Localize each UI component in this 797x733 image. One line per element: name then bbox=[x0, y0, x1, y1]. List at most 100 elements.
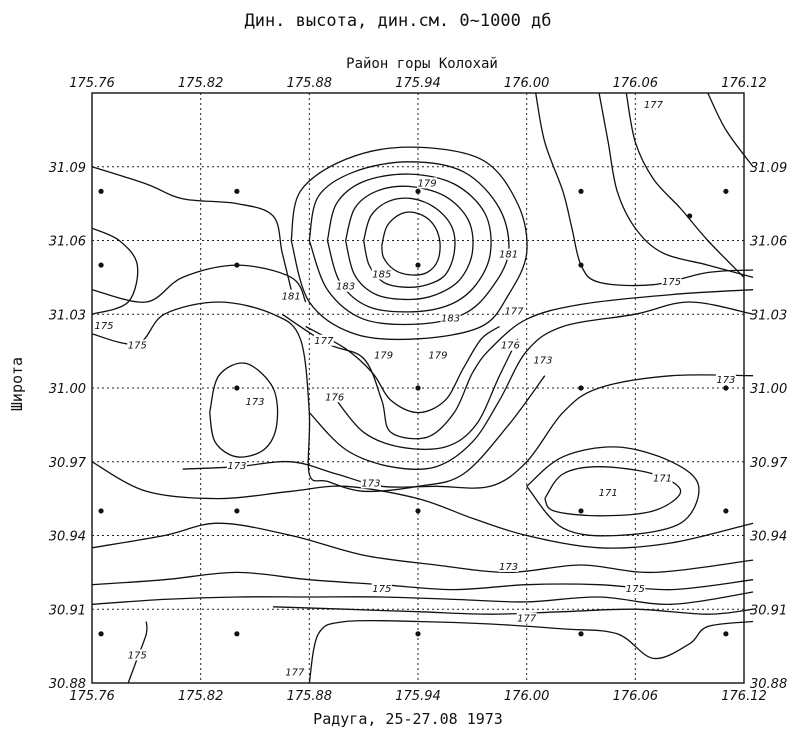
contour-line-25 bbox=[625, 92, 745, 278]
contour-label-21: 171 bbox=[653, 473, 672, 484]
station-point-17 bbox=[578, 508, 584, 514]
station-point-15 bbox=[234, 508, 240, 514]
contour-label-bg-8 bbox=[313, 334, 334, 346]
contour-label-bg-9 bbox=[373, 349, 394, 361]
contour-label-bg-27 bbox=[127, 649, 148, 661]
contour-label-bg-0 bbox=[417, 177, 438, 189]
y-tick-right-6: 30.91 bbox=[750, 603, 787, 618]
y-tick-left-6: 30.91 bbox=[49, 603, 86, 618]
contour-line-5 bbox=[381, 211, 441, 276]
contour-line-18 bbox=[91, 461, 754, 549]
contour-label-17: 173 bbox=[716, 375, 735, 386]
contour-line-20 bbox=[91, 571, 754, 591]
contour-label-bg-5 bbox=[440, 312, 461, 324]
contour-labels: 179 181 183 185 181 183 175 175 177 179 179 176 177 1… bbox=[94, 98, 736, 679]
station-point-23 bbox=[723, 631, 729, 637]
contour-label-bg-28 bbox=[284, 666, 305, 678]
x-tick-bottom-2: 175.88 bbox=[287, 689, 333, 704]
x-tick-bottom-3: 175.94 bbox=[395, 689, 441, 704]
contour-label-27: 175 bbox=[128, 650, 147, 661]
y-tick-right-1: 31.06 bbox=[750, 235, 787, 250]
contour-line-12 bbox=[209, 362, 279, 458]
contour-label-bg-25 bbox=[516, 612, 537, 624]
tick-labels: 175.76 175.76 175.82 175.82 175.88 175.88 175.… bbox=[49, 76, 788, 704]
y-tick-right-0: 31.09 bbox=[750, 161, 787, 176]
x-axis-label: Радуга, 25-27.08 1973 bbox=[313, 710, 503, 728]
contour-line-6 bbox=[281, 289, 754, 440]
contour-label-bg-7 bbox=[127, 339, 148, 351]
contour-label-bg-11 bbox=[500, 339, 521, 351]
y-tick-left-7: 30.88 bbox=[49, 677, 86, 692]
contour-line-11 bbox=[91, 264, 307, 303]
contour-line-24 bbox=[127, 621, 148, 684]
contour-line-22 bbox=[273, 606, 754, 615]
contour-line-10 bbox=[91, 301, 546, 493]
contour-line-17 bbox=[526, 446, 700, 537]
contour-label-15: 176 bbox=[325, 392, 344, 403]
contour-label-25: 177 bbox=[517, 614, 537, 625]
contour-line-19 bbox=[91, 522, 754, 574]
contour-line-3 bbox=[344, 185, 474, 301]
contour-label-bg-1 bbox=[281, 290, 302, 302]
station-point-1 bbox=[234, 188, 240, 194]
contour-line-8 bbox=[308, 301, 754, 470]
contour-label-10: 179 bbox=[428, 351, 447, 362]
contour-label-bg-21 bbox=[652, 472, 673, 484]
contour-line-4 bbox=[363, 197, 456, 288]
contour-line-2 bbox=[326, 173, 492, 313]
y-tick-right-7: 30.88 bbox=[750, 677, 787, 692]
plot-frame bbox=[91, 92, 745, 684]
x-tick-top-4: 176.00 bbox=[504, 76, 550, 91]
contour-label-8: 177 bbox=[314, 336, 334, 347]
chart-title: Дин. высота, дин.см. 0~1000 дб bbox=[244, 11, 551, 31]
contour-label-20: 171 bbox=[599, 488, 618, 499]
contour-label-bg-20 bbox=[598, 487, 619, 499]
contour-label-bg-6 bbox=[94, 320, 114, 331]
x-tick-bottom-0: 175.76 bbox=[69, 689, 115, 704]
station-point-8 bbox=[415, 262, 421, 268]
contour-label-16: 175 bbox=[662, 277, 681, 288]
contour-label-0: 179 bbox=[418, 178, 437, 189]
station-point-7 bbox=[234, 262, 240, 268]
contour-label-1: 181 bbox=[282, 292, 301, 303]
x-tick-bottom-6: 176.12 bbox=[721, 689, 767, 704]
contour-label-3: 185 bbox=[372, 269, 391, 280]
contour-label-22: 173 bbox=[499, 562, 518, 573]
y-tick-left-4: 30.97 bbox=[49, 456, 87, 471]
contour-label-19: 173 bbox=[361, 478, 380, 489]
y-tick-left-5: 30.94 bbox=[49, 530, 86, 545]
x-tick-top-1: 175.82 bbox=[178, 76, 224, 91]
station-point-2 bbox=[415, 188, 421, 194]
top-axis-label: Район горы Колохай bbox=[346, 56, 498, 72]
y-tick-left-1: 31.06 bbox=[49, 235, 86, 250]
contour-label-2: 183 bbox=[336, 282, 355, 293]
contour-label-bg-13 bbox=[532, 354, 553, 366]
contour-line-16 bbox=[544, 466, 682, 517]
contour-label-18: 173 bbox=[227, 461, 246, 472]
station-point-6 bbox=[98, 262, 104, 268]
contour-label-bg-12 bbox=[503, 305, 524, 317]
x-tick-top-0: 175.76 bbox=[69, 76, 115, 91]
station-point-5 bbox=[687, 213, 693, 219]
contour-line-15 bbox=[182, 374, 754, 489]
x-tick-top-5: 176.06 bbox=[613, 76, 659, 91]
contour-line-21 bbox=[91, 591, 754, 605]
contour-label-7: 175 bbox=[128, 341, 147, 352]
x-tick-bottom-1: 175.82 bbox=[178, 689, 224, 704]
contour-label-26: 177 bbox=[644, 100, 664, 111]
station-point-20 bbox=[234, 631, 240, 637]
x-tick-bottom-4: 176.00 bbox=[504, 689, 550, 704]
contour-label-bg-4 bbox=[498, 248, 519, 260]
contour-label-bg-19 bbox=[360, 477, 381, 489]
contour-label-11: 176 bbox=[501, 341, 520, 352]
y-tick-left-3: 31.00 bbox=[49, 382, 86, 397]
y-tick-right-4: 30.97 bbox=[750, 456, 788, 471]
station-point-0 bbox=[98, 188, 104, 194]
contour-label-bg-2 bbox=[335, 280, 356, 292]
contour-label-28: 177 bbox=[285, 668, 305, 679]
contour-label-4: 181 bbox=[499, 250, 518, 261]
station-point-3 bbox=[578, 188, 584, 194]
station-point-22 bbox=[578, 631, 584, 637]
contour-label-bg-22 bbox=[498, 560, 519, 572]
station-point-12 bbox=[578, 385, 584, 391]
